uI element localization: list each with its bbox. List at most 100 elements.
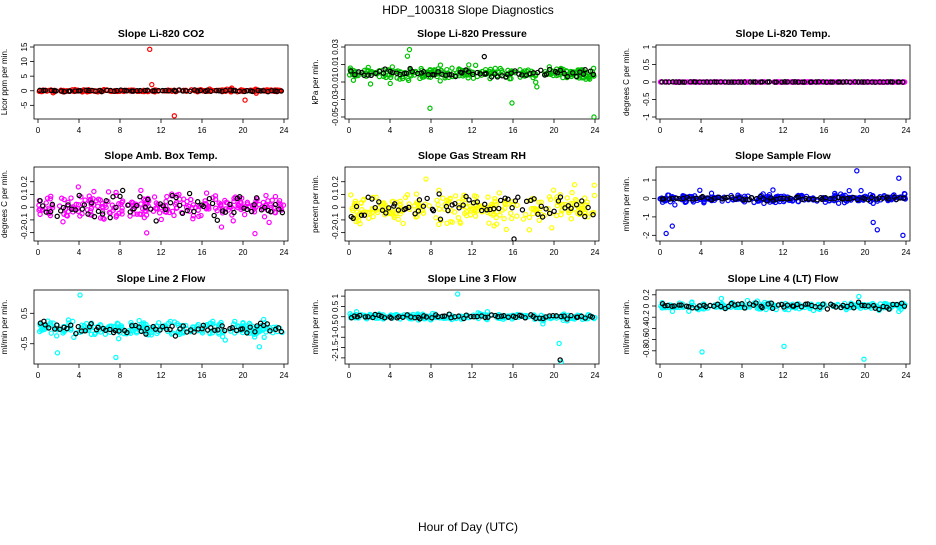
data-point xyxy=(105,189,112,195)
data-point xyxy=(231,198,237,205)
data-point xyxy=(505,314,512,320)
x-tick-label: 8 xyxy=(740,371,745,380)
data-point xyxy=(236,194,243,200)
data-point xyxy=(579,198,585,204)
x-tick-label: 20 xyxy=(550,371,559,380)
data-point xyxy=(43,200,49,206)
data-point xyxy=(191,87,198,93)
data-point xyxy=(184,207,190,214)
data-point xyxy=(775,302,782,308)
data-point xyxy=(534,84,540,90)
data-point xyxy=(214,207,220,214)
data-point xyxy=(191,208,197,215)
data-point xyxy=(239,326,246,332)
plot-frame xyxy=(344,44,600,120)
data-point xyxy=(468,313,474,320)
data-point xyxy=(144,87,151,93)
data-point xyxy=(143,331,149,337)
data-points xyxy=(36,46,285,119)
data-point xyxy=(817,304,823,310)
data-point xyxy=(873,196,880,202)
data-point xyxy=(531,196,537,202)
data-point xyxy=(143,230,150,236)
x-tick-label: 16 xyxy=(198,248,207,257)
data-point xyxy=(568,216,574,222)
y-tick-label: -0.2 xyxy=(642,310,651,324)
data-point xyxy=(255,87,261,94)
data-point xyxy=(404,53,411,59)
data-point xyxy=(144,325,150,332)
data-point xyxy=(850,194,857,201)
data-point xyxy=(137,211,143,217)
data-point xyxy=(741,79,748,85)
data-point xyxy=(592,314,598,321)
data-point-outlier xyxy=(781,343,787,350)
data-point xyxy=(759,79,765,85)
x-tick-label: 24 xyxy=(280,248,289,257)
data-point xyxy=(353,68,359,75)
figure-x-axis-label: Hour of Day (UTC) xyxy=(418,520,518,534)
data-point xyxy=(550,313,556,319)
data-point xyxy=(728,79,735,85)
data-point xyxy=(830,303,837,309)
y-tick-label: -0.05 xyxy=(331,107,340,126)
data-point xyxy=(160,203,166,209)
data-point xyxy=(497,197,504,204)
data-point xyxy=(590,212,596,218)
data-point xyxy=(768,300,775,306)
data-point xyxy=(211,212,217,219)
data-point xyxy=(208,325,214,331)
data-point xyxy=(463,193,469,200)
data-point xyxy=(196,213,202,220)
data-point xyxy=(568,312,574,319)
data-point xyxy=(208,88,214,94)
data-point xyxy=(278,88,285,94)
data-point xyxy=(372,204,378,211)
data-point xyxy=(446,72,453,78)
data-point xyxy=(852,79,858,85)
data-point xyxy=(72,207,79,213)
data-point xyxy=(463,212,470,219)
data-point xyxy=(133,202,140,209)
x-tick-label: 24 xyxy=(902,126,911,135)
data-point xyxy=(191,329,197,335)
data-point xyxy=(365,209,371,216)
data-point xyxy=(158,216,164,223)
data-point xyxy=(798,304,805,310)
series-reference xyxy=(37,187,286,224)
data-point xyxy=(350,77,357,83)
y-tick-label: -0.5 xyxy=(642,92,651,106)
x-tick-label: 16 xyxy=(820,371,829,380)
chart-panel-5: Slope Gas Stream RH percent per min. 0 4 8 12… xyxy=(311,150,600,257)
data-point xyxy=(697,187,703,193)
data-point xyxy=(222,337,228,343)
data-point xyxy=(759,304,765,311)
data-point xyxy=(352,72,358,78)
panel-title: Slope Li-820 Pressure xyxy=(417,28,527,40)
data-point xyxy=(180,88,186,94)
data-point xyxy=(719,196,725,202)
data-point xyxy=(231,195,237,202)
data-point xyxy=(117,193,123,200)
data-point xyxy=(660,196,667,202)
data-point xyxy=(392,201,398,207)
data-point xyxy=(787,195,793,202)
data-point xyxy=(693,195,699,201)
panel-y-axis-label: ml/min per min. xyxy=(0,300,9,355)
data-point xyxy=(261,214,268,220)
data-point xyxy=(740,197,746,203)
data-point xyxy=(435,202,441,208)
data-point xyxy=(442,75,448,81)
data-point xyxy=(533,79,539,85)
data-point xyxy=(582,66,588,73)
data-point xyxy=(539,214,546,220)
data-point xyxy=(148,206,154,212)
data-point xyxy=(724,194,730,201)
data-point xyxy=(434,197,440,203)
data-point xyxy=(503,226,509,233)
data-point xyxy=(711,79,718,85)
data-point xyxy=(543,206,549,212)
data-point xyxy=(580,71,587,77)
data-point xyxy=(485,314,491,320)
data-point xyxy=(400,220,406,227)
